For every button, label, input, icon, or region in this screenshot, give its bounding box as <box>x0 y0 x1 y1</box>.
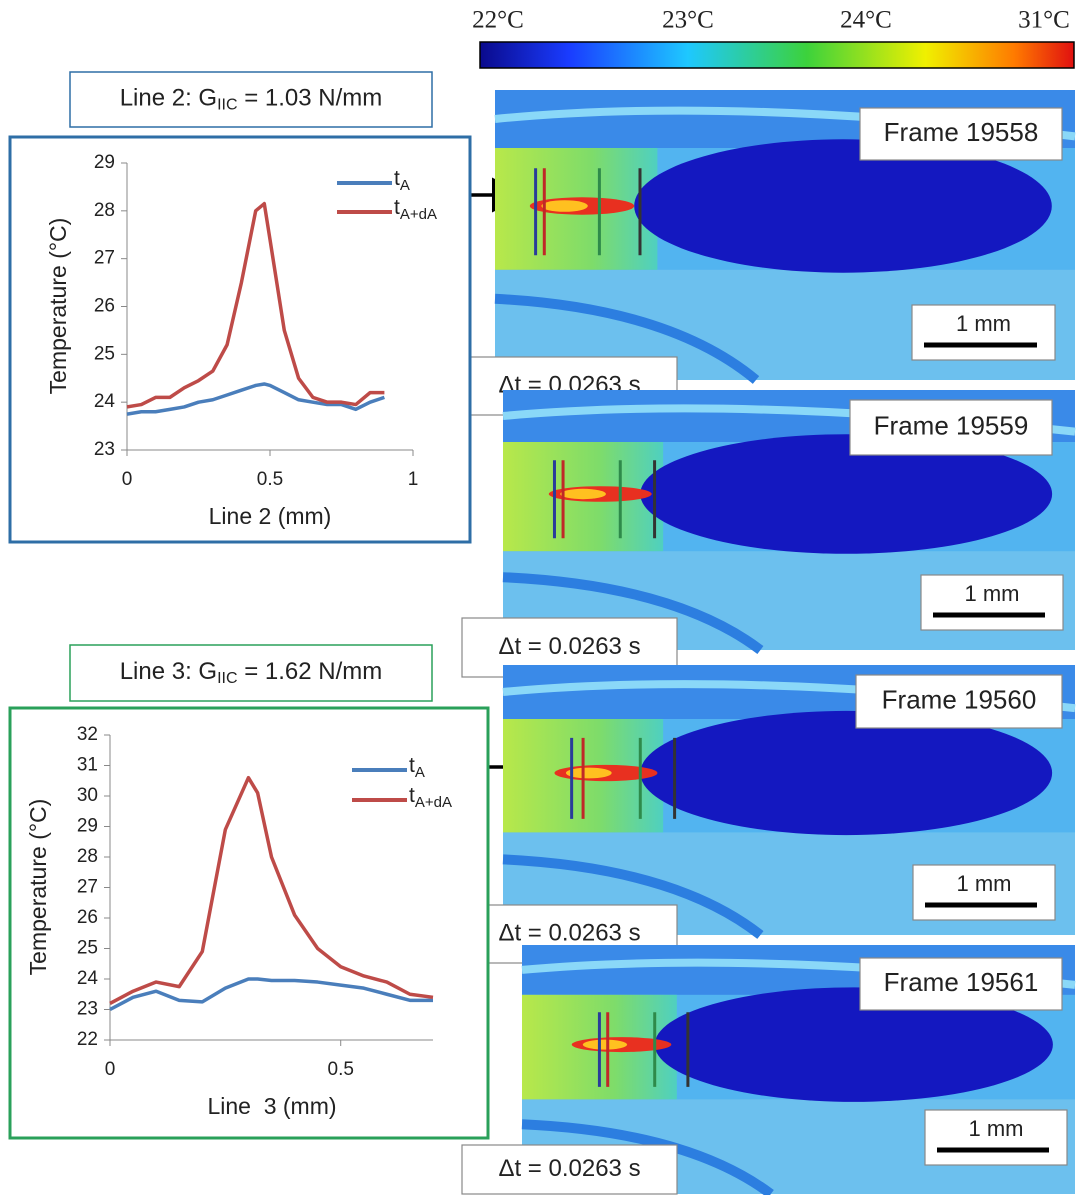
legend-subscript: A <box>415 764 425 781</box>
data-line <box>126 382 385 416</box>
y-tick-label: 29 <box>77 816 98 837</box>
x-tick-label: 1 <box>408 469 419 490</box>
delamination <box>634 139 1052 273</box>
y-tick-label: 24 <box>77 968 99 989</box>
y-tick-label: 31 <box>77 755 98 776</box>
legend-name: t <box>409 784 415 807</box>
colorbar-label: 22°C <box>472 7 524 34</box>
chart-frame <box>8 135 472 544</box>
data-line <box>109 977 433 1012</box>
legend-name: t <box>394 167 400 190</box>
y-tick-label: 22 <box>77 1029 98 1050</box>
delamination <box>640 710 1053 836</box>
frame-label: Frame 19559 <box>874 410 1029 440</box>
y-axis-title: Temperature (°C) <box>25 799 51 976</box>
legend-subscript: A+dA <box>415 794 452 811</box>
y-tick-label: 27 <box>94 248 115 269</box>
hot-core <box>565 767 612 779</box>
title-box <box>69 644 433 702</box>
fiber-stripe <box>502 572 764 654</box>
y-axis-title: Temperature (°C) <box>45 218 71 395</box>
scale-label: 1 mm <box>957 871 1012 896</box>
colorbar <box>479 41 1075 69</box>
data-line <box>109 775 434 1005</box>
chart-title: Line 3: GIIC = 1.62 N/mm <box>120 658 383 687</box>
scale-label-box <box>911 304 1056 361</box>
legend-subscript: A+dA <box>400 206 437 223</box>
frame-label-box <box>859 957 1063 1011</box>
frame-label: Frame 19560 <box>882 684 1037 714</box>
x-tick-label: 0 <box>105 1059 116 1080</box>
scale-label: 1 mm <box>965 581 1020 606</box>
colorbar-label: 23°C <box>662 7 714 34</box>
x-axis-title: Line 3 (mm) <box>207 1093 336 1119</box>
legend-name: t <box>409 754 415 777</box>
y-tick-label: 32 <box>77 724 98 745</box>
y-tick-label: 30 <box>77 785 98 806</box>
delamination <box>654 987 1053 1102</box>
data-line <box>126 201 385 409</box>
time-step: Δt = 0.0263 s <box>498 1155 640 1182</box>
hot-core <box>541 200 588 212</box>
y-tick-label: 29 <box>94 152 115 173</box>
title-subscript: IIC <box>217 670 237 687</box>
y-tick-label: 25 <box>94 343 115 364</box>
x-axis-title: Line 2 (mm) <box>209 503 332 529</box>
delamination <box>640 434 1053 554</box>
legend-subscript: A <box>400 177 410 194</box>
frame-label-box <box>849 399 1053 456</box>
title-text: = 1.03 N/mm <box>238 85 383 112</box>
time-step: Δt = 0.0263 s <box>498 919 640 946</box>
chart-title: Line 2: GIIC = 1.03 N/mm <box>120 85 383 114</box>
scale-label-box <box>920 574 1064 631</box>
scale-label-box <box>924 1109 1068 1166</box>
legend-name: t <box>394 196 400 219</box>
x-tick-label: 0.5 <box>328 1059 354 1080</box>
legend-label: tA <box>394 167 410 194</box>
fiber-stripe <box>494 293 760 384</box>
y-tick-label: 28 <box>94 200 115 221</box>
hot-core <box>582 1039 628 1050</box>
y-tick-label: 23 <box>77 999 98 1020</box>
y-tick-label: 25 <box>77 938 98 959</box>
scale-label-box <box>912 864 1056 921</box>
legend-label: tA+dA <box>394 196 437 223</box>
scale-label: 1 mm <box>969 1116 1024 1141</box>
thermal-image <box>494 90 1076 384</box>
scale-label: 1 mm <box>956 311 1011 336</box>
y-tick-label: 26 <box>77 907 98 928</box>
y-tick-label: 27 <box>77 877 98 898</box>
colorbar-label: 31°C <box>1018 7 1070 34</box>
y-tick-label: 28 <box>77 846 98 867</box>
frame-label-box <box>855 674 1063 729</box>
time-step-box <box>461 1144 678 1195</box>
x-tick-label: 0 <box>122 469 133 490</box>
frame-label: Frame 19561 <box>884 967 1039 997</box>
title-subscript: IIC <box>217 97 237 114</box>
colorbar-label: 24°C <box>840 7 892 34</box>
frame-label-box <box>859 107 1063 161</box>
hot-core <box>560 488 606 500</box>
title-text: Line 3: G <box>120 658 217 685</box>
frame-label: Frame 19558 <box>884 117 1039 147</box>
fiber-stripe <box>502 854 764 939</box>
legend-label: tA <box>409 754 425 781</box>
legend-label: tA+dA <box>409 784 452 811</box>
y-tick-label: 26 <box>94 296 115 317</box>
time-step: Δt = 0.0263 s <box>498 633 640 660</box>
y-tick-label: 23 <box>94 439 115 460</box>
x-tick-label: 0.5 <box>257 469 283 490</box>
title-text: = 1.62 N/mm <box>238 658 383 685</box>
y-tick-label: 24 <box>94 391 116 412</box>
title-text: Line 2: G <box>120 85 217 112</box>
title-box <box>69 71 433 128</box>
